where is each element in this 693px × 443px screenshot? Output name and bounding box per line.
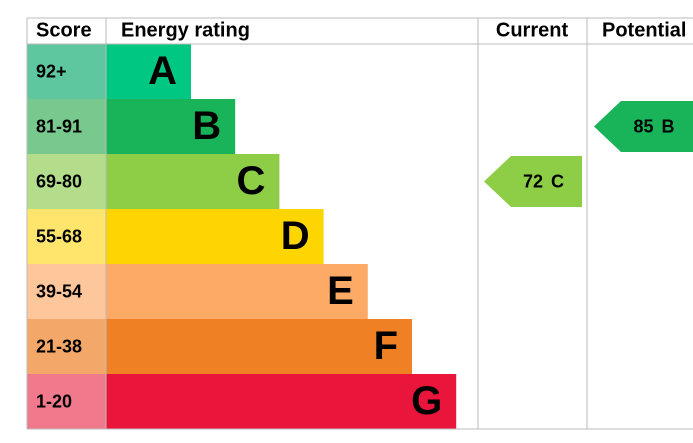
current-arrow	[484, 156, 582, 207]
rating-bar	[106, 154, 280, 209]
rating-letter: C	[237, 159, 266, 203]
rating-bar	[106, 99, 236, 154]
score-cell	[27, 374, 106, 429]
score-label: 1-20	[36, 391, 72, 411]
potential-arrow	[594, 101, 693, 152]
score-label: 92+	[36, 61, 67, 81]
potential-label: 85 B	[633, 116, 674, 136]
rating-bar	[106, 264, 368, 319]
score-label: 69-80	[36, 171, 82, 191]
score-cell	[27, 264, 106, 319]
rating-letter: B	[192, 104, 221, 148]
score-label: 39-54	[36, 281, 82, 301]
current-label: 72 C	[523, 171, 564, 191]
rating-letter: G	[411, 379, 442, 423]
rating-letter: D	[281, 214, 310, 258]
score-cell	[27, 44, 106, 99]
score-cell	[27, 209, 106, 264]
score-label: 21-38	[36, 336, 82, 356]
rating-letter: E	[327, 269, 354, 313]
potential-value: 85	[633, 116, 653, 136]
header-score: Score	[36, 19, 92, 41]
rating-letter: A	[148, 49, 177, 93]
score-label: 81-91	[36, 116, 82, 136]
header-current: Current	[496, 19, 569, 41]
score-cell	[27, 99, 106, 154]
current-letter: C	[551, 171, 564, 191]
current-value: 72	[523, 171, 543, 191]
potential-letter: B	[662, 116, 675, 136]
rating-bar	[106, 209, 324, 264]
score-cell	[27, 319, 106, 374]
rating-letter: F	[374, 324, 398, 368]
header-potential: Potential	[602, 19, 686, 41]
header-energy-rating: Energy rating	[121, 19, 250, 41]
score-label: 55-68	[36, 226, 82, 246]
score-cell	[27, 154, 106, 209]
rating-bar	[106, 319, 412, 374]
rating-bar	[106, 374, 457, 429]
rating-bar	[106, 44, 191, 99]
